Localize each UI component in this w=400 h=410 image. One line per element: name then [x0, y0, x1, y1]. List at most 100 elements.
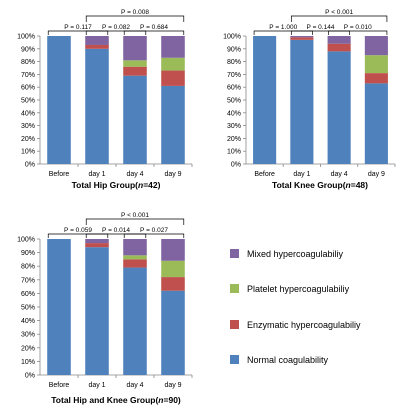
bar-segment-mixed	[161, 239, 185, 261]
y-tick-label: 0%	[231, 162, 241, 169]
bar-segment-mixed	[327, 36, 351, 44]
bar-segment-normal	[123, 267, 147, 375]
y-tick-label: 100%	[17, 34, 35, 41]
p-value-bracket	[123, 233, 185, 238]
p-value-bracket	[85, 218, 185, 225]
y-tick-label: 100%	[223, 34, 241, 41]
bar-segment-platelet	[161, 260, 185, 278]
y-tick-label: 0%	[25, 162, 35, 169]
y-tick-label: 20%	[21, 345, 35, 352]
y-tick-label: 10%	[21, 149, 35, 156]
bar-segment-normal	[47, 36, 71, 164]
x-tick-label: day 4	[126, 171, 143, 178]
chart-panel-2: 0% 10% 20% 30% 40% 50% 60% 70% 80% 90% 100% Before d…	[223, 9, 396, 190]
legend-label-platelet: Platelet hypercoagulabiliy	[247, 284, 350, 294]
x-tick-label: day 9	[164, 171, 181, 178]
p-value-bracket	[290, 30, 351, 35]
bar-segment-enzymatic	[161, 70, 185, 86]
p-value-bracket	[253, 30, 313, 35]
y-tick-label: 60%	[21, 291, 35, 298]
p-value-bracket	[85, 15, 185, 22]
y-tick-label: 80%	[21, 264, 35, 271]
bar-segment-normal	[123, 75, 147, 164]
bar-segment-platelet	[123, 255, 147, 260]
bar-segment-normal	[253, 36, 277, 164]
bar-segment-enzymatic	[123, 66, 147, 76]
legend-swatch-mixed	[230, 249, 239, 258]
y-tick-label: 0%	[25, 373, 35, 380]
bar-segment-mixed	[123, 36, 147, 61]
p-value-label: P = 0.059	[64, 227, 92, 234]
legend-label-enzymatic: Enzymatic hypercoagulabiliy	[247, 320, 361, 330]
chart-title: Total Knee Group(n=48)	[272, 180, 368, 190]
x-tick-label: day 1	[293, 171, 310, 178]
y-tick-label: 50%	[227, 98, 241, 105]
bar-segment-normal	[364, 83, 388, 164]
y-tick-label: 70%	[21, 277, 35, 284]
bar-segment-normal	[327, 51, 351, 164]
chart-panel-3: 0% 10% 20% 30% 40% 50% 60% 70% 80% 90% 100% Before d…	[17, 212, 193, 405]
bar-segment-normal	[47, 239, 71, 375]
bar-segment-mixed	[161, 36, 185, 58]
p-value-label: P = 0.014	[102, 227, 130, 234]
bar-segment-normal	[161, 290, 185, 375]
legend-label-normal: Normal coagulability	[247, 355, 329, 365]
p-value-label: P = 1.000	[269, 24, 297, 31]
bar-segment-enzymatic	[85, 243, 109, 248]
bar-segment-platelet	[123, 60, 147, 67]
bar-segment-mixed	[290, 36, 314, 38]
y-tick-label: 30%	[227, 123, 241, 130]
legend-swatch-normal	[230, 355, 239, 364]
y-tick-label: 40%	[227, 110, 241, 117]
chart-title: Total Hip Group(n=42)	[72, 180, 161, 190]
y-tick-label: 80%	[21, 59, 35, 66]
y-tick-label: 40%	[21, 318, 35, 325]
bar-segment-enzymatic	[85, 44, 109, 49]
p-value-label: P = 0.684	[140, 24, 168, 31]
y-tick-label: 20%	[21, 136, 35, 143]
p-value-bracket	[290, 15, 388, 22]
y-tick-label: 60%	[227, 85, 241, 92]
p-value-label: P = 0.144	[307, 24, 335, 31]
bar-segment-mixed	[123, 239, 147, 256]
y-tick-label: 30%	[21, 123, 35, 130]
bar-segment-enzymatic	[327, 43, 351, 52]
y-tick-label: 40%	[21, 110, 35, 117]
y-tick-label: 70%	[227, 72, 241, 79]
chart-panel-1: 0% 10% 20% 30% 40% 50% 60% 70% 80% 90% 100% Before d…	[17, 9, 193, 190]
x-tick-label: day 4	[331, 171, 348, 178]
legend: Mixed hypercoagulabiliy Platelet hypercoa…	[230, 249, 361, 365]
p-value-label: P = 0.008	[121, 9, 149, 16]
y-tick-label: 90%	[227, 46, 241, 53]
x-tick-label: day 9	[368, 171, 385, 178]
p-value-bracket	[85, 233, 147, 238]
x-tick-label: Before	[49, 171, 70, 178]
bar-segment-mixed	[85, 36, 109, 45]
p-value-bracket	[47, 233, 109, 238]
p-value-label: P < 0.001	[121, 212, 149, 219]
p-value-label: P < 0.001	[325, 9, 353, 16]
bar-segment-normal	[290, 39, 314, 165]
bar-segment-normal	[161, 85, 185, 164]
y-tick-label: 70%	[21, 72, 35, 79]
bar-segment-platelet	[161, 57, 185, 71]
x-tick-label: day 1	[88, 171, 105, 178]
p-value-bracket	[123, 30, 185, 35]
bar-segment-enzymatic	[123, 259, 147, 268]
bar-segment-mixed	[85, 239, 109, 244]
p-value-bracket	[328, 30, 388, 35]
bar-segment-normal	[85, 247, 109, 375]
bar-segment-normal	[85, 48, 109, 164]
x-tick-label: day 4	[126, 382, 143, 389]
p-value-label: P = 0.082	[102, 24, 130, 31]
bar-segment-enzymatic	[290, 37, 314, 40]
y-tick-label: 60%	[21, 85, 35, 92]
bar-segment-mixed	[364, 36, 388, 56]
p-value-label: P = 0.010	[344, 24, 372, 31]
bar-segment-platelet	[364, 55, 388, 74]
legend-swatch-enzymatic	[230, 320, 239, 329]
p-value-label: P = 0.117	[64, 24, 92, 31]
y-tick-label: 90%	[21, 46, 35, 53]
p-value-label: P = 0.027	[140, 227, 168, 234]
